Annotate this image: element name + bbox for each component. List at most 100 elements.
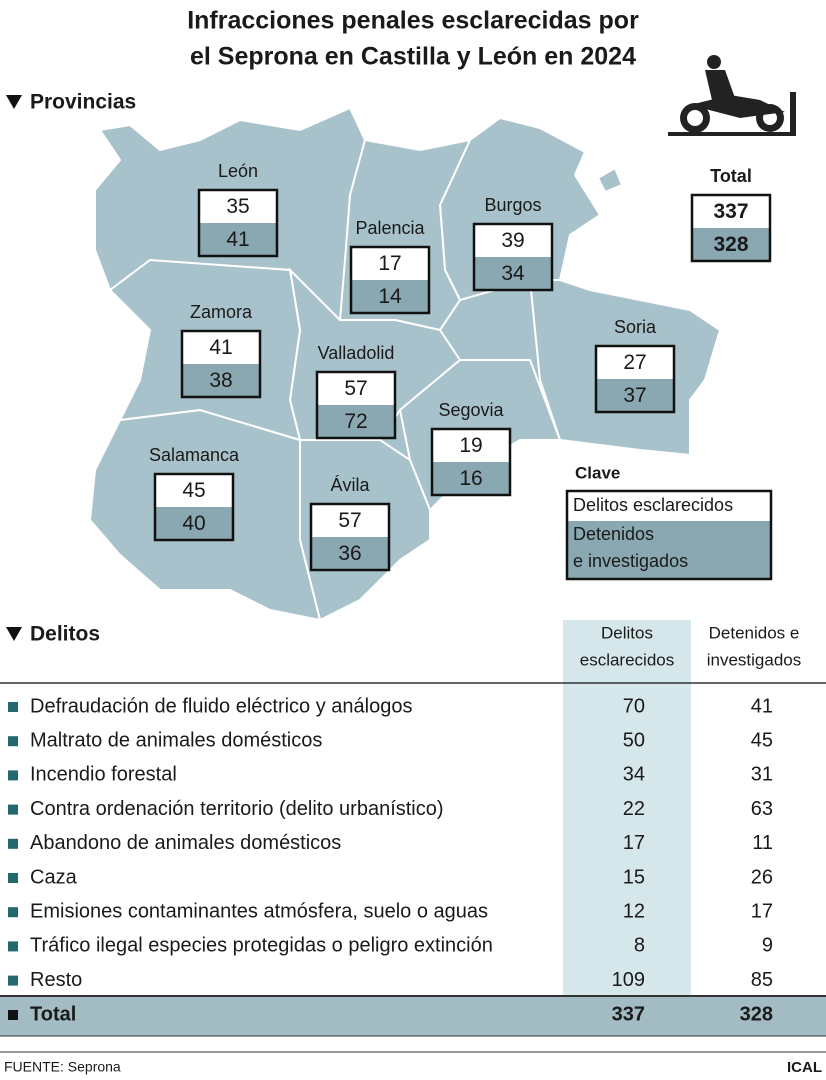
key-label: e investigados: [573, 551, 688, 571]
delitos-value: 27: [623, 351, 646, 374]
delitos-value: 337: [713, 200, 748, 223]
value-box-frame: [594, 344, 676, 414]
value-box-top: [199, 190, 277, 223]
delitos-value: 41: [209, 336, 232, 359]
province-name: Palencia: [355, 218, 425, 238]
row-value: 12: [623, 900, 645, 922]
column-header: Delitos: [601, 623, 653, 642]
value-box-top: [351, 247, 429, 280]
province-name: Burgos: [484, 195, 541, 215]
delitos-value: 57: [344, 377, 367, 400]
value-box-bottom: [155, 507, 233, 540]
value-box-top: [432, 429, 510, 462]
title: el Seprona en Castilla y León en 2024: [190, 43, 636, 71]
detenidos-value: 40: [182, 512, 205, 535]
value-box-top: [155, 474, 233, 507]
row-value: 15: [623, 866, 645, 888]
row-label: Incendio forestal: [30, 764, 177, 786]
row-value: 45: [751, 729, 773, 751]
total-row-background: [0, 996, 826, 1036]
detenidos-value: 38: [209, 369, 232, 392]
delitos-value: 19: [459, 434, 482, 457]
row-label: Emisiones contaminantes atmósfera, suelo…: [30, 900, 488, 922]
bullet: [8, 770, 18, 781]
detenidos-value: 328: [713, 233, 748, 256]
province-name: Segovia: [438, 400, 504, 420]
row-value: 17: [623, 832, 645, 854]
row-value: 70: [623, 695, 645, 717]
key-title: Clave: [575, 463, 620, 482]
heading-icon: [6, 627, 22, 641]
credit: ICAL: [787, 1059, 822, 1076]
value-box-frame: [180, 329, 262, 399]
province-name: Total: [710, 166, 752, 186]
row-value: 26: [751, 866, 773, 888]
detenidos-value: 41: [226, 228, 249, 251]
value-box-bottom: [199, 223, 277, 256]
value-box-frame: [472, 222, 554, 292]
section-heading: Provincias: [30, 91, 136, 114]
value-box-bottom: [474, 257, 552, 290]
detenidos-value: 34: [501, 262, 525, 285]
value-box-bottom: [317, 405, 395, 438]
column-header: Detenidos e: [709, 623, 800, 642]
bullet: [8, 941, 18, 952]
bullet: [8, 804, 18, 815]
delitos-value: 39: [501, 229, 524, 252]
value-box-frame: [153, 472, 235, 542]
bullet: [8, 838, 18, 849]
value-box-frame: [309, 502, 391, 572]
value-box-frame: [690, 193, 772, 263]
bullet: [8, 702, 18, 712]
title: Infracciones penales esclarecidas por: [187, 7, 639, 35]
row-value: 34: [623, 764, 645, 786]
row-label: Abandono de animales domésticos: [30, 832, 341, 854]
bullet: [8, 1010, 18, 1020]
row-value: 11: [752, 832, 773, 854]
row-value: 41: [751, 695, 773, 717]
row-value: 17: [751, 900, 773, 922]
value-box-top: [182, 331, 260, 364]
province-name: Salamanca: [149, 445, 240, 465]
value-box-bottom: [311, 537, 389, 570]
total-label: Total: [30, 1003, 76, 1025]
detenidos-value: 37: [623, 384, 646, 407]
row-label: Defraudación de fluido eléctrico y análo…: [30, 695, 412, 717]
value-box-top: [692, 195, 770, 228]
bullet: [8, 975, 18, 986]
column-header: investigados: [707, 650, 802, 669]
value-box-top: [311, 504, 389, 537]
key-top: [567, 491, 771, 521]
total-value: 337: [612, 1003, 645, 1025]
province-name: Ávila: [330, 475, 370, 495]
row-value: 85: [751, 969, 773, 991]
key-label: Detenidos: [573, 524, 654, 544]
row-value: 9: [762, 935, 773, 957]
value-box-top: [474, 224, 552, 257]
value-box-bottom: [432, 462, 510, 495]
key-bottom: [567, 521, 771, 579]
delitos-value: 57: [338, 509, 361, 532]
column-header: esclarecidos: [580, 650, 675, 669]
bullet: [8, 873, 18, 883]
detenidos-value: 36: [338, 542, 361, 565]
bullet: [8, 736, 18, 747]
value-box-frame: [197, 188, 279, 258]
heading-icon: [6, 95, 22, 109]
key-label: Delitos esclarecidos: [573, 495, 733, 515]
row-value: 50: [623, 729, 645, 751]
row-value: 8: [634, 935, 645, 957]
detenidos-value: 14: [378, 285, 402, 308]
detenidos-value: 16: [459, 467, 482, 490]
value-box-frame: [315, 370, 397, 440]
value-box-bottom: [692, 228, 770, 261]
row-label: Tráfico ilegal especies protegidas o pel…: [30, 935, 493, 957]
value-box-bottom: [596, 379, 674, 412]
province-name: Valladolid: [318, 343, 395, 363]
row-label: Contra ordenación territorio (delito urb…: [30, 798, 444, 820]
row-value: 63: [751, 798, 773, 820]
delitos-value: 45: [182, 479, 205, 502]
row-label: Maltrato de animales domésticos: [30, 729, 322, 751]
value-box-frame: [430, 427, 512, 497]
